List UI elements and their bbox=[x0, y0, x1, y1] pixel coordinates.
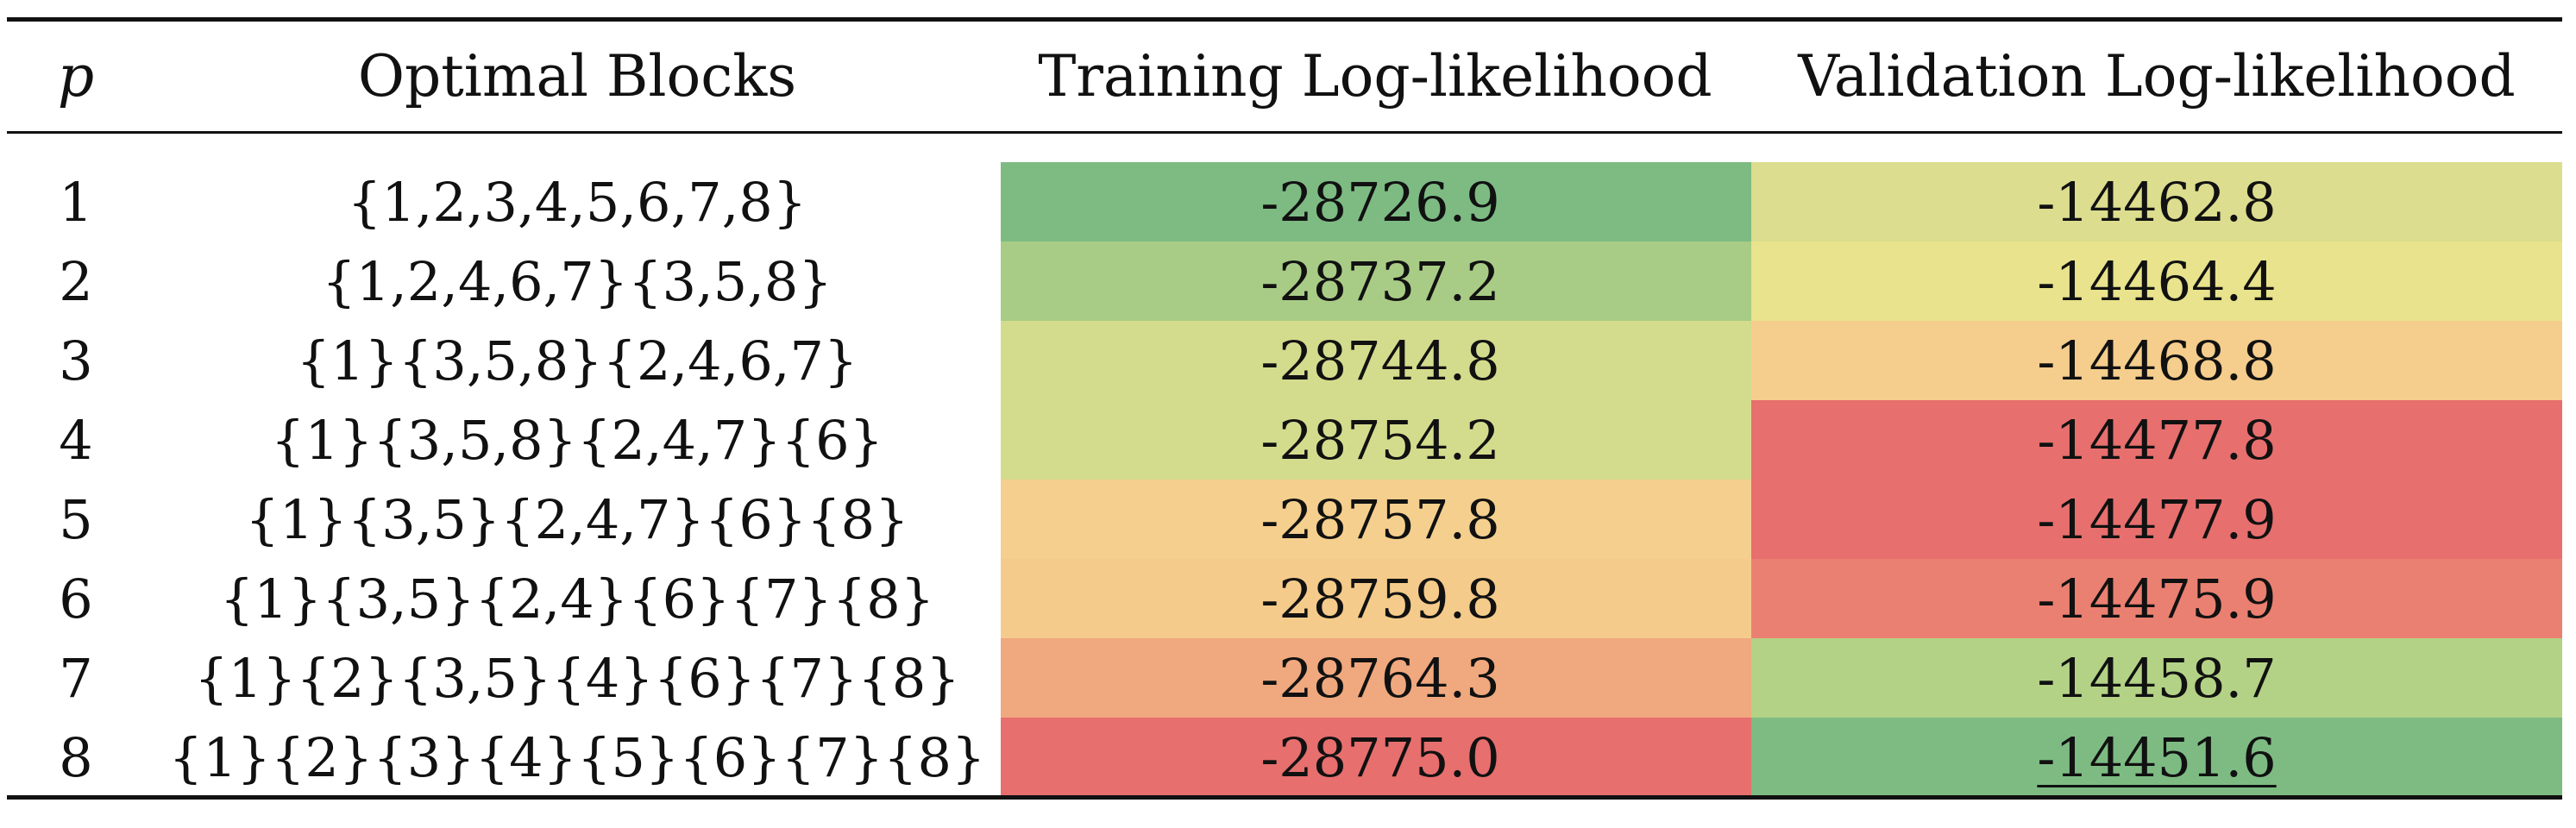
cell-p-text: 4 bbox=[59, 408, 93, 472]
header-validation-log-likelihood: Validation Log-likelihood bbox=[1798, 43, 2516, 110]
cell-validation-log-likelihood: -14477.9 bbox=[1751, 480, 2562, 559]
cell-optimal-blocks: {1}{2}{3,5}{4}{6}{7}{8} bbox=[145, 638, 1009, 718]
cell-validation-log-likelihood-text: -14462.8 bbox=[2037, 170, 2277, 234]
cell-validation-log-likelihood: -14462.8 bbox=[1751, 162, 2562, 242]
cell-optimal-blocks: {1}{2}{3}{4}{5}{6}{7}{8} bbox=[145, 718, 1009, 797]
cell-validation-log-likelihood: -14464.4 bbox=[1751, 242, 2562, 321]
cell-optimal-blocks-text: {1}{3,5}{2,4,7}{6}{8} bbox=[245, 487, 909, 551]
cell-p-text: 5 bbox=[59, 487, 93, 551]
bottom-rule bbox=[7, 795, 2562, 800]
cell-optimal-blocks-text: {1,2,3,4,5,6,7,8} bbox=[347, 170, 807, 234]
table-row: 8 {1}{2}{3}{4}{5}{6}{7}{8} -28775.0 -14451.… bbox=[7, 718, 2562, 797]
cell-optimal-blocks-text: {1}{3,5}{2,4}{6}{7}{8} bbox=[219, 567, 935, 630]
cell-p: 7 bbox=[7, 638, 145, 718]
cell-training-log-likelihood-text: -28775.0 bbox=[1260, 725, 1500, 789]
cell-optimal-blocks-text: {1}{3,5,8}{2,4,6,7} bbox=[296, 329, 858, 392]
cell-validation-log-likelihood: -14451.6 bbox=[1751, 718, 2562, 797]
cell-training-log-likelihood: -28764.3 bbox=[1001, 638, 1760, 718]
cell-training-log-likelihood: -28737.2 bbox=[1001, 242, 1760, 321]
log-likelihood-table: p Optimal Blocks Training Log-likelihood… bbox=[7, 17, 2562, 809]
cell-optimal-blocks: {1,2,3,4,5,6,7,8} bbox=[145, 162, 1009, 242]
cell-p-text: 1 bbox=[59, 170, 93, 234]
cell-p-text: 2 bbox=[59, 249, 93, 313]
cell-optimal-blocks: {1}{3,5,8}{2,4,6,7} bbox=[145, 321, 1009, 400]
top-rule bbox=[7, 17, 2562, 22]
cell-training-log-likelihood-text: -28759.8 bbox=[1260, 567, 1500, 630]
cell-training-log-likelihood: -28759.8 bbox=[1001, 559, 1760, 638]
cell-training-log-likelihood: -28744.8 bbox=[1001, 321, 1760, 400]
cell-optimal-blocks: {1,2,4,6,7}{3,5,8} bbox=[145, 242, 1009, 321]
cell-optimal-blocks-text: {1,2,4,6,7}{3,5,8} bbox=[322, 249, 832, 313]
cell-p: 4 bbox=[7, 400, 145, 480]
cell-training-log-likelihood: -28757.8 bbox=[1001, 480, 1760, 559]
cell-validation-log-likelihood: -14477.8 bbox=[1751, 400, 2562, 480]
cell-training-log-likelihood-text: -28737.2 bbox=[1260, 249, 1500, 313]
cell-p-text: 8 bbox=[59, 725, 93, 789]
cell-validation-log-likelihood-text: -14475.9 bbox=[2037, 567, 2277, 630]
cell-optimal-blocks-text: {1}{3,5,8}{2,4,7}{6} bbox=[271, 408, 883, 472]
cell-training-log-likelihood-text: -28757.8 bbox=[1260, 487, 1500, 551]
cell-p: 1 bbox=[7, 162, 145, 242]
table-row: 2 {1,2,4,6,7}{3,5,8} -28737.2 -14464.4 bbox=[7, 242, 2562, 321]
cell-training-log-likelihood-text: -28764.3 bbox=[1260, 646, 1500, 710]
cell-p: 2 bbox=[7, 242, 145, 321]
cell-p: 3 bbox=[7, 321, 145, 400]
table-row: 6 {1}{3,5}{2,4}{6}{7}{8} -28759.8 -14475.9 bbox=[7, 559, 2562, 638]
table-row: 7 {1}{2}{3,5}{4}{6}{7}{8} -28764.3 -14458.7 bbox=[7, 638, 2562, 718]
cell-validation-log-likelihood: -14468.8 bbox=[1751, 321, 2562, 400]
table-row: 3 {1}{3,5,8}{2,4,6,7} -28744.8 -14468.8 bbox=[7, 321, 2562, 400]
cell-optimal-blocks-text: {1}{2}{3,5}{4}{6}{7}{8} bbox=[194, 646, 960, 710]
cell-validation-log-likelihood: -14475.9 bbox=[1751, 559, 2562, 638]
table-row: 4 {1}{3,5,8}{2,4,7}{6} -28754.2 -14477.8 bbox=[7, 400, 2562, 480]
cell-p: 8 bbox=[7, 718, 145, 797]
cell-p: 6 bbox=[7, 559, 145, 638]
cell-optimal-blocks: {1}{3,5}{2,4}{6}{7}{8} bbox=[145, 559, 1009, 638]
cell-training-log-likelihood: -28775.0 bbox=[1001, 718, 1760, 797]
cell-optimal-blocks: {1}{3,5}{2,4,7}{6}{8} bbox=[145, 480, 1009, 559]
cell-training-log-likelihood-text: -28754.2 bbox=[1260, 408, 1500, 472]
cell-training-log-likelihood-text: -28726.9 bbox=[1260, 170, 1500, 234]
table-row: 1 {1,2,3,4,5,6,7,8} -28726.9 -14462.8 bbox=[7, 162, 2562, 242]
cell-validation-log-likelihood-text: -14468.8 bbox=[2037, 329, 2277, 392]
cell-training-log-likelihood: -28726.9 bbox=[1001, 162, 1760, 242]
cell-validation-log-likelihood-text: -14477.8 bbox=[2037, 408, 2277, 472]
cell-validation-log-likelihood-text: -14477.9 bbox=[2037, 487, 2277, 551]
header-training-log-likelihood: Training Log-likelihood bbox=[1038, 43, 1712, 110]
cell-training-log-likelihood-text: -28744.8 bbox=[1260, 329, 1500, 392]
cell-p-text: 7 bbox=[59, 646, 93, 710]
header-p: p bbox=[57, 43, 95, 110]
table-row: 5 {1}{3,5}{2,4,7}{6}{8} -28757.8 -14477.9 bbox=[7, 480, 2562, 559]
cell-optimal-blocks: {1}{3,5,8}{2,4,7}{6} bbox=[145, 400, 1009, 480]
cell-validation-log-likelihood: -14458.7 bbox=[1751, 638, 2562, 718]
cell-p-text: 6 bbox=[59, 567, 93, 630]
cell-validation-log-likelihood-text: -14451.6 bbox=[2037, 725, 2277, 789]
cell-p-text: 3 bbox=[59, 329, 93, 392]
cell-validation-log-likelihood-text: -14464.4 bbox=[2037, 249, 2277, 313]
header-optimal-blocks: Optimal Blocks bbox=[357, 43, 797, 110]
cell-p: 5 bbox=[7, 480, 145, 559]
header-rule bbox=[7, 131, 2562, 134]
cell-validation-log-likelihood-text: -14458.7 bbox=[2037, 646, 2277, 710]
cell-optimal-blocks-text: {1}{2}{3}{4}{5}{6}{7}{8} bbox=[168, 725, 986, 789]
cell-training-log-likelihood: -28754.2 bbox=[1001, 400, 1760, 480]
